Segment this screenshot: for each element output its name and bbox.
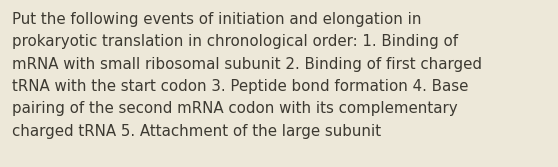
Text: Put the following events of initiation and elongation in
prokaryotic translation: Put the following events of initiation a… [12,12,482,139]
